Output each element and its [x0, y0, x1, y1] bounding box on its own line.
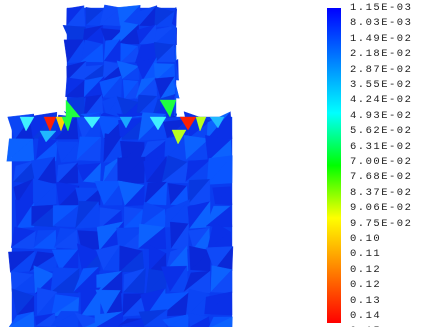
- colorbar-tick-label: 2.18E-02: [350, 48, 413, 61]
- mesh-triangle: [76, 136, 102, 162]
- mesh-triangle: [80, 43, 104, 63]
- colorbar-labels: 1.15E-03 8.03E-03 1.49E-02 2.18E-02 2.87E-02…: [350, 2, 436, 327]
- mesh-triangle: [174, 81, 180, 99]
- mesh-triangle: [175, 27, 177, 46]
- stress-hotspot: [39, 130, 57, 143]
- stress-hotspot: [65, 99, 81, 118]
- colorbar-tick-label: 5.62E-02: [350, 125, 413, 138]
- mesh-triangle: [118, 250, 145, 273]
- mesh-triangle: [53, 229, 79, 250]
- mesh-triangle: [82, 162, 101, 184]
- stress-hotspot: [179, 116, 197, 131]
- mesh-triangle: [204, 291, 233, 316]
- stress-hotspot: [159, 99, 177, 118]
- stress-hotspot: [209, 116, 225, 129]
- colorbar: [327, 8, 341, 323]
- mesh-triangle: [214, 186, 233, 206]
- colorbar-tick-label: 8.03E-03: [350, 17, 413, 30]
- mesh-triangle: [210, 269, 233, 294]
- colorbar-tick-label: 0.10: [350, 233, 382, 245]
- colorbar-tick-label: 4.24E-02: [350, 94, 413, 107]
- colorbar-tick-label: 1.15E-03: [350, 2, 413, 14]
- mesh-triangle: [211, 316, 233, 327]
- mesh-triangle: [175, 113, 177, 118]
- mesh-triangle: [144, 181, 168, 206]
- stress-hotspot: [83, 116, 101, 129]
- mesh-triangle: [66, 5, 86, 27]
- colorbar-tick-label: 3.55E-02: [350, 79, 413, 91]
- stress-hotspot: [19, 116, 35, 132]
- stress-hotspot: [43, 116, 57, 132]
- colorbar-tick-label: 0.12: [350, 263, 382, 276]
- contour-plot: [6, 4, 234, 327]
- colorbar-tick-label: 0.13: [350, 294, 382, 307]
- colorbar-tick-label: 0.14: [350, 310, 382, 322]
- mesh-triangle: [124, 184, 145, 207]
- colorbar-tick-label: 0.11: [350, 248, 382, 261]
- mesh-triangle: [190, 250, 212, 272]
- mesh-triangle: [169, 265, 189, 294]
- mesh-triangle: [206, 154, 233, 185]
- colorbar-tick-label: 9.06E-02: [350, 202, 413, 215]
- mesh-triangle: [189, 200, 211, 229]
- mesh-triangle: [155, 44, 176, 63]
- colorbar-tick-label: 0.12: [350, 279, 382, 292]
- mesh-triangle: [6, 138, 35, 162]
- mesh-triangle: [121, 66, 140, 81]
- stress-hotspot: [195, 116, 207, 132]
- mesh-triangle: [123, 267, 146, 294]
- colorbar-tick-label: 6.31E-02: [350, 140, 413, 153]
- mesh-triangle: [96, 311, 124, 327]
- colorbar-tick-label: 4.93E-02: [350, 109, 413, 122]
- mesh-triangle: [75, 201, 101, 229]
- colorbar-tick-label: 2.87E-02: [350, 63, 413, 76]
- stress-hotspot: [119, 116, 133, 129]
- colorbar-tick-label: 7.00E-02: [350, 156, 413, 168]
- mesh-triangle: [175, 61, 179, 81]
- mesh-triangle: [144, 309, 168, 327]
- mesh-triangle: [33, 229, 57, 250]
- stress-hotspot: [149, 116, 167, 131]
- colorbar-tick-label: 0.15: [350, 325, 381, 327]
- mesh-body: [6, 4, 234, 327]
- mesh-triangle: [118, 318, 145, 327]
- colorbar-tick-label: 7.68E-02: [350, 171, 413, 184]
- colorbar-tick-label: 9.75E-02: [350, 217, 413, 230]
- colorbar-tick-label: 8.37E-02: [350, 186, 413, 199]
- mesh-triangle: [10, 230, 36, 250]
- colorbar-tick-label: 1.49E-02: [350, 32, 413, 45]
- stress-hotspot: [171, 129, 187, 145]
- mesh-triangle: [56, 162, 79, 185]
